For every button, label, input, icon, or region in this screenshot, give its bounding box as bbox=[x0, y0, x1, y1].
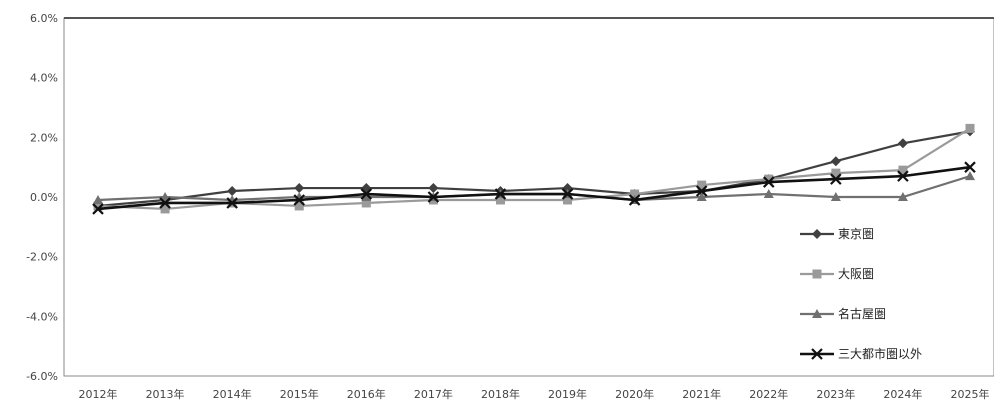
data-point bbox=[763, 189, 774, 199]
data-point bbox=[897, 192, 908, 201]
legend-marker bbox=[812, 229, 822, 239]
data-point bbox=[294, 201, 304, 211]
y-tick-label: -2.0% bbox=[26, 251, 58, 264]
data-point bbox=[294, 183, 305, 194]
x-tick-label: 2016年 bbox=[347, 387, 386, 401]
data-point bbox=[964, 161, 976, 173]
data-point bbox=[965, 123, 975, 133]
data-point bbox=[697, 180, 707, 190]
data-point bbox=[696, 192, 707, 201]
y-tick-label: 4.0% bbox=[30, 72, 58, 85]
data-point bbox=[695, 185, 708, 197]
legend-label: 三大都市圏以外 bbox=[838, 346, 922, 361]
data-point bbox=[494, 188, 507, 200]
legend-marker bbox=[811, 348, 823, 360]
data-point bbox=[495, 195, 505, 205]
data-point bbox=[93, 194, 103, 204]
y-tick-label: -4.0% bbox=[26, 310, 58, 323]
data-point bbox=[965, 171, 975, 181]
x-tick-label: 2023年 bbox=[816, 387, 855, 401]
data-point bbox=[361, 192, 372, 201]
series-line bbox=[97, 130, 971, 208]
data-point bbox=[159, 197, 171, 209]
data-point bbox=[226, 197, 238, 209]
data-point bbox=[160, 192, 171, 201]
legend-entry: 名古屋圏 bbox=[800, 306, 886, 321]
x-tick-label: 2024年 bbox=[883, 387, 922, 401]
x-axis-ticks: 2012年 2013年 2014年 2015年 2016年 2017年 2018年 2019年… bbox=[79, 387, 990, 401]
x-tick-label: 2022年 bbox=[749, 387, 788, 401]
legend-marker bbox=[812, 269, 822, 279]
y-tick-label: 2.0% bbox=[30, 131, 58, 144]
x-tick-label: 2025年 bbox=[951, 387, 990, 401]
y-tick-label: 6.0% bbox=[30, 12, 58, 25]
data-point bbox=[563, 195, 573, 205]
data-point bbox=[561, 188, 574, 200]
data-point bbox=[361, 198, 371, 208]
x-tick-label: 2012年 bbox=[79, 387, 118, 401]
y-tick-label: -6.0% bbox=[26, 370, 58, 383]
legend-entry: 東京圏 bbox=[800, 227, 874, 241]
data-point bbox=[898, 165, 908, 175]
data-point bbox=[830, 156, 841, 167]
x-tick-label: 2019年 bbox=[548, 387, 587, 401]
series-line bbox=[97, 165, 971, 211]
data-point bbox=[93, 201, 103, 211]
series-3 bbox=[92, 161, 976, 215]
y-axis-ticks: 6.0% 4.0% 2.0% 0.0% -2.0% -4.0% -6.0% bbox=[26, 12, 58, 383]
x-tick-label: 2020年 bbox=[615, 387, 654, 401]
data-point bbox=[897, 138, 908, 149]
data-point bbox=[427, 191, 440, 203]
data-point bbox=[227, 186, 238, 197]
data-point bbox=[160, 204, 170, 214]
x-tick-label: 2015年 bbox=[280, 387, 319, 401]
data-point bbox=[897, 170, 909, 182]
data-point bbox=[428, 183, 439, 194]
data-point bbox=[831, 168, 841, 178]
data-point bbox=[764, 174, 774, 184]
legend-label: 東京圏 bbox=[838, 227, 874, 241]
x-tick-label: 2017年 bbox=[414, 387, 453, 401]
data-point bbox=[830, 173, 842, 185]
data-point bbox=[630, 189, 640, 199]
x-tick-label: 2021年 bbox=[682, 387, 721, 401]
data-point bbox=[628, 194, 641, 206]
legend-label: 大阪圏 bbox=[838, 267, 874, 281]
series-lines bbox=[92, 123, 976, 215]
legend-label: 名古屋圏 bbox=[838, 306, 886, 321]
data-point bbox=[830, 192, 841, 201]
x-tick-label: 2018年 bbox=[481, 387, 520, 401]
data-point bbox=[762, 176, 775, 188]
legend-entry: 三大都市圏以外 bbox=[800, 346, 922, 361]
data-point bbox=[92, 203, 104, 215]
data-point bbox=[360, 188, 373, 200]
legend-entry: 大阪圏 bbox=[800, 267, 874, 281]
x-tick-label: 2014年 bbox=[213, 387, 252, 401]
x-tick-label: 2013年 bbox=[146, 387, 185, 401]
y-tick-label: 0.0% bbox=[30, 191, 58, 204]
legend-marker bbox=[812, 309, 822, 318]
data-point bbox=[293, 194, 306, 206]
